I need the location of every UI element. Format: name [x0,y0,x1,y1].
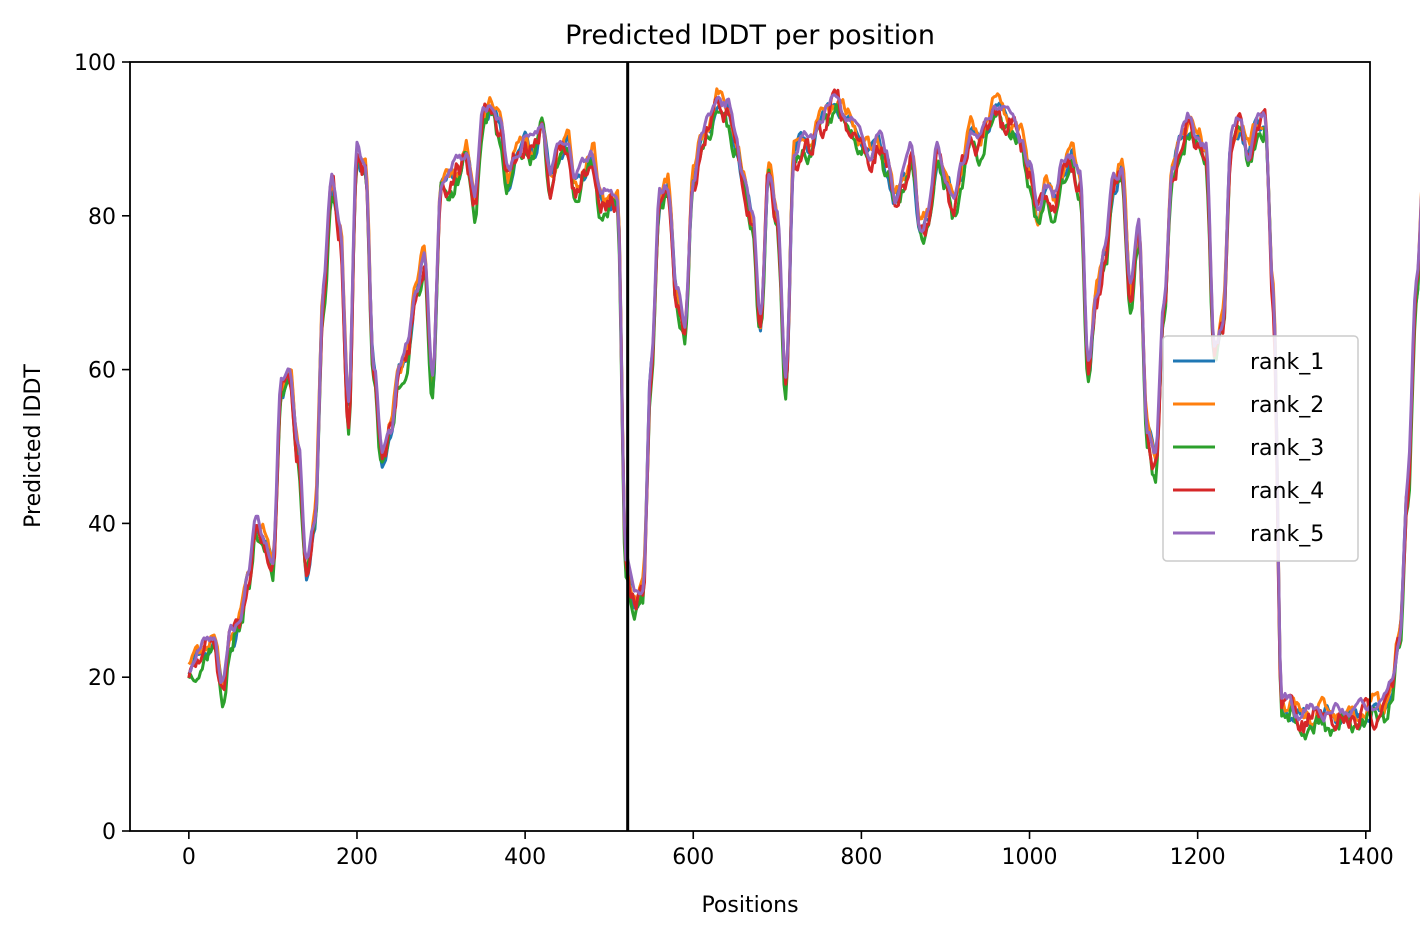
y-tick-label: 60 [88,359,116,384]
series-line-rank-5 [188,93,1420,723]
legend-label: rank_2 [1250,393,1324,418]
y-tick-label: 0 [102,820,116,845]
x-tick-label: 1200 [1170,845,1226,870]
x-axis-ticks: 0 200 400 600 800 1000 1200 1400 [182,831,1394,870]
x-tick-label: 400 [504,845,546,870]
y-axis-label: Predicted lDDT [21,364,46,528]
x-tick-label: 600 [672,845,714,870]
y-tick-label: 100 [74,51,116,76]
legend-label: rank_3 [1250,436,1324,461]
y-axis-ticks: 0 20 40 60 80 100 [74,51,130,845]
legend-label: rank_1 [1250,350,1324,375]
y-tick-label: 80 [88,205,116,230]
x-tick-label: 1400 [1338,845,1394,870]
x-tick-label: 200 [336,845,378,870]
x-tick-label: 800 [840,845,882,870]
legend-box [1162,335,1359,562]
x-tick-label: 1000 [1002,845,1058,870]
chart-title: Predicted lDDT per position [565,20,935,51]
plot-frame [129,61,1371,832]
y-tick-label: 40 [88,512,116,537]
legend: rank_1 rank_2 rank_3 rank_4 rank_5 [1162,335,1359,562]
x-tick-label: 0 [182,845,196,870]
x-axis-label: Positions [701,893,798,918]
legend-label: rank_4 [1250,479,1324,504]
y-tick-label: 20 [88,666,116,691]
series-layer [187,87,1420,741]
legend-label: rank_5 [1250,522,1324,547]
